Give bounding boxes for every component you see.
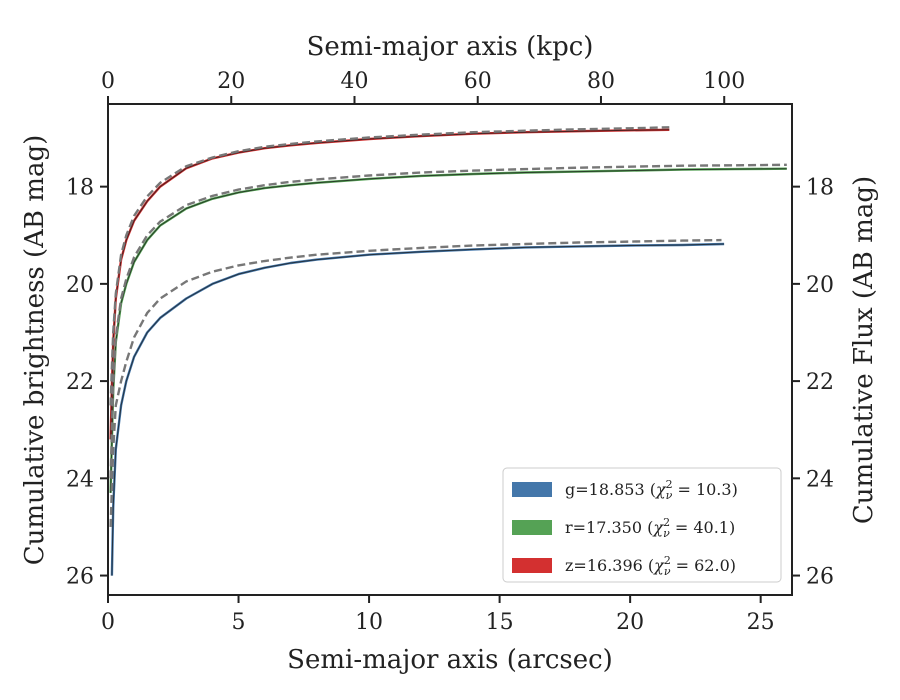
axes: 0 5 10 15 20 25 0 20 40 60 80 100 18 20 22 24 26 18 20 22 24…	[66, 69, 834, 635]
y-tick-label: 20	[66, 273, 94, 298]
x-axis-label-top: Semi-major axis (kpc)	[307, 32, 594, 62]
x-axis-label: Semi-major axis (arcsec)	[287, 645, 613, 675]
x-tick-label: 0	[101, 610, 115, 635]
x-top-tick-label: 0	[101, 69, 115, 94]
x-top-tick-label: 20	[217, 69, 245, 94]
legend-label-r: r=17.350 (χ2 ν = 40.1)	[565, 516, 735, 540]
x-tick-label: 5	[232, 610, 246, 635]
y-right-tick-label: 20	[806, 273, 834, 298]
x-top-tick-label: 40	[340, 69, 368, 94]
series-core-line-g	[111, 243, 725, 576]
legend-label-z: z=16.396 (χ2 ν = 62.0)	[565, 554, 736, 578]
y-axis-label: Cumulative brightness (AB mag)	[20, 135, 50, 566]
x-top-tick-label: 80	[587, 69, 615, 94]
x-tick-label: 25	[747, 610, 775, 635]
y-right-tick-label: 26	[806, 565, 834, 590]
y-axis-label-right: Cumulative Flux (AB mag)	[849, 176, 879, 524]
y-tick-label: 18	[66, 176, 94, 201]
x-top-tick-label: 100	[703, 69, 745, 94]
y-right-tick-label: 18	[806, 176, 834, 201]
legend-box	[502, 467, 782, 583]
legend-swatch-g	[512, 482, 552, 497]
x-tick-label: 20	[616, 610, 644, 635]
x-tick-label: 15	[486, 610, 514, 635]
y-tick-label: 22	[66, 370, 94, 395]
x-top-tick-label: 60	[464, 69, 492, 94]
legend-swatch-r	[512, 520, 552, 535]
y-tick-label: 24	[66, 467, 94, 492]
model-line-3	[109, 126, 670, 406]
legend-swatch-z	[512, 558, 552, 573]
model-line-2	[109, 163, 787, 479]
legend-label-g: g=18.853 (χ2 ν = 10.3)	[565, 478, 738, 502]
y-right-tick-label: 24	[806, 467, 834, 492]
plot-lines	[109, 126, 787, 576]
x-tick-label: 10	[355, 610, 383, 635]
y-tick-label: 26	[66, 565, 94, 590]
legend: g=18.853 (χ2 ν = 10.3) r=17.350 (χ2 ν = 40.…	[502, 467, 782, 583]
y-right-tick-label: 22	[806, 370, 834, 395]
model-line-1	[109, 238, 722, 527]
plot-frame	[107, 103, 793, 596]
